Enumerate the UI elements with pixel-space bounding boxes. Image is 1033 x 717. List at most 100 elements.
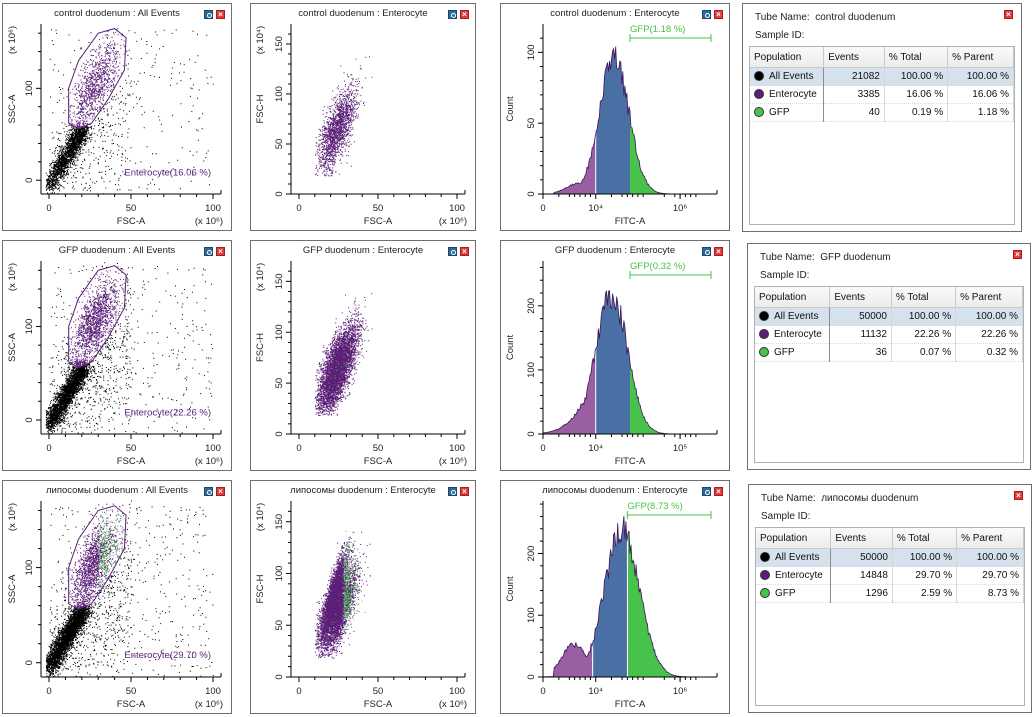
x-tick-label: 50: [373, 443, 384, 454]
histogram-middle-region: [593, 516, 627, 677]
events-cell: 50000: [830, 548, 893, 567]
gear-icon[interactable]: [702, 487, 711, 496]
tube-name-label: Tube Name:: [755, 12, 810, 23]
plot-title: липосомы duodenum : All Events: [46, 485, 188, 496]
close-icon[interactable]: ×: [216, 247, 225, 256]
population-name: All Events: [769, 71, 814, 82]
histogram-gfp-region: [627, 530, 716, 677]
close-icon[interactable]: ×: [216, 487, 225, 496]
gear-icon[interactable]: [448, 247, 457, 256]
x-tick-label: 0: [46, 203, 51, 214]
y-tick-label: 150: [274, 273, 285, 289]
column-header[interactable]: Events: [829, 287, 892, 308]
gear-icon[interactable]: [448, 487, 457, 496]
enterocyte-points: [315, 56, 373, 177]
percent-total-cell: 0.07 %: [891, 343, 957, 362]
table-row[interactable]: GFP 1296 2.59 % 8.73 %: [756, 584, 1024, 603]
y-axis-label: SSC-A: [7, 94, 18, 124]
population-cell: All Events: [755, 307, 831, 326]
column-header[interactable]: % Total: [884, 47, 949, 68]
gfp-gate-label: GFP(1.18 %): [630, 24, 685, 35]
close-icon[interactable]: ×: [714, 10, 723, 19]
percent-parent-cell: 1.18 %: [947, 103, 1014, 122]
scatter_all-panel: control duodenum : All Events × Enterocyte…: [2, 3, 232, 231]
population-cell: GFP: [755, 343, 831, 362]
events-cell: 11132: [829, 325, 892, 344]
close-icon[interactable]: ×: [460, 487, 469, 496]
scatter_ent-panel: GFP duodenum : Enterocyte × 0 50 100 0 50 100 15…: [250, 240, 476, 471]
table-row[interactable]: Enterocyte 11132 22.26 % 22.26 %: [755, 325, 1023, 344]
population-table: Population Events% Total% Parent All Event…: [749, 46, 1015, 225]
y-tick-label: 0: [24, 660, 35, 665]
enterocyte-gate[interactable]: [68, 505, 127, 611]
column-header[interactable]: % Parent: [956, 528, 1024, 549]
percent-total-cell: 100.00 %: [884, 67, 949, 86]
close-icon[interactable]: ×: [1013, 250, 1022, 259]
events-cell: 14848: [830, 566, 893, 585]
percent-parent-cell: 16.06 %: [947, 85, 1014, 104]
percent-total-cell: 0.19 %: [884, 103, 949, 122]
scatter_ent-panel: липосомы duodenum : Enterocyte × 0 50 100 0 50…: [250, 480, 476, 714]
x-axis-label: FSC-A: [117, 216, 146, 227]
tube-name-label: Tube Name:: [760, 252, 815, 263]
column-header[interactable]: Population: [756, 528, 832, 549]
table-row[interactable]: All Events 50000 100.00 % 100.00 %: [756, 548, 1024, 567]
population-name: Enterocyte: [775, 570, 823, 581]
close-icon[interactable]: ×: [460, 247, 469, 256]
column-header[interactable]: % Parent: [955, 287, 1023, 308]
column-header[interactable]: Population: [750, 47, 825, 68]
panel-controls: ×: [702, 247, 723, 256]
table-row[interactable]: Enterocyte 14848 29.70 % 29.70 %: [756, 566, 1024, 585]
y-tick-label: 100: [526, 607, 537, 623]
y-axis-multiplier: (x 10⁶): [7, 503, 18, 531]
close-icon[interactable]: ×: [1004, 10, 1013, 19]
close-icon[interactable]: ×: [714, 487, 723, 496]
gear-icon[interactable]: [204, 10, 213, 19]
x-tick-label: 100: [205, 203, 221, 214]
event-points: [45, 262, 214, 435]
histogram-gfp-region: [630, 111, 716, 194]
close-icon[interactable]: ×: [460, 10, 469, 19]
column-header[interactable]: Population: [755, 287, 831, 308]
x-axis-multiplier: (x 10⁶): [195, 456, 223, 467]
gear-icon[interactable]: [702, 247, 711, 256]
x-axis-label: FSC-A: [117, 456, 146, 467]
population-cell: Enterocyte: [756, 566, 832, 585]
gear-icon[interactable]: [204, 247, 213, 256]
column-header[interactable]: Events: [823, 47, 885, 68]
all-events-points: [45, 262, 214, 435]
table-row[interactable]: Enterocyte 3385 16.06 % 16.06 %: [750, 85, 1014, 104]
population-name: Enterocyte: [774, 329, 822, 340]
percent-total-cell: 29.70 %: [892, 566, 958, 585]
table-header-row: Population Events% Total% Parent: [756, 528, 1024, 549]
enterocyte-gate[interactable]: [68, 28, 127, 130]
close-icon[interactable]: ×: [1014, 491, 1023, 500]
column-header[interactable]: % Parent: [947, 47, 1014, 68]
population-grid: Population Events% Total% Parent All Event…: [755, 287, 1023, 362]
tube-name-value: липосомы duodenum: [821, 493, 919, 504]
column-header[interactable]: % Total: [892, 528, 958, 549]
gear-icon[interactable]: [448, 10, 457, 19]
gear-icon[interactable]: [702, 10, 711, 19]
panel-controls: ×: [702, 487, 723, 496]
x-tick-label: 100: [205, 443, 221, 454]
enterocyte-gate[interactable]: [68, 265, 127, 369]
table-row[interactable]: GFP 36 0.07 % 0.32 %: [755, 343, 1023, 362]
panel-controls: ×: [448, 10, 469, 19]
column-header[interactable]: Events: [830, 528, 893, 549]
plot-title: GFP duodenum : Enterocyte: [554, 245, 676, 256]
x-axis-multiplier: (x 10⁶): [439, 699, 467, 710]
table-row[interactable]: All Events 21082 100.00 % 100.00 %: [750, 67, 1014, 86]
population-cell: All Events: [756, 548, 832, 567]
x-tick-label: 100: [449, 203, 465, 214]
tube-name: Tube Name: control duodenum: [755, 12, 895, 23]
close-icon[interactable]: ×: [714, 247, 723, 256]
population-color-icon: [760, 570, 770, 580]
column-header[interactable]: % Total: [891, 287, 957, 308]
close-icon[interactable]: ×: [216, 10, 225, 19]
population-stats-panel: Tube Name: липосомы duodenum Sample ID: × P…: [748, 484, 1032, 713]
table-row[interactable]: GFP 40 0.19 % 1.18 %: [750, 103, 1014, 122]
table-row[interactable]: All Events 50000 100.00 % 100.00 %: [755, 307, 1023, 326]
hist-panel: липосомы duodenum : Enterocyte × GFP(8.73 …: [500, 480, 730, 714]
gear-icon[interactable]: [204, 487, 213, 496]
